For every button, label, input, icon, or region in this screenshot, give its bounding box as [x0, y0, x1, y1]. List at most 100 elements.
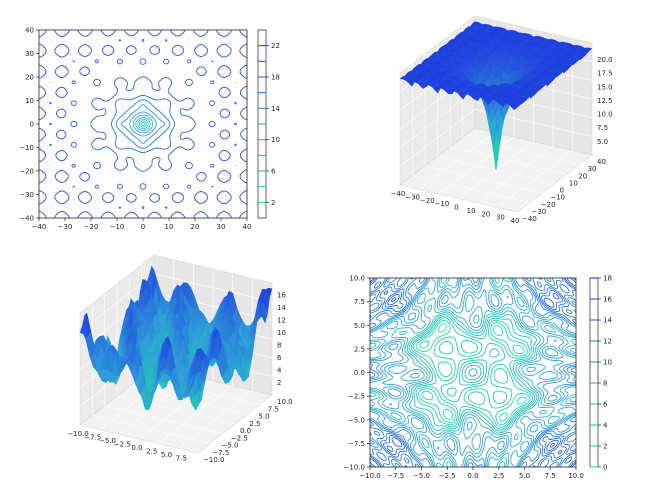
- y-tick-0: 40: [25, 27, 39, 35]
- y-tick-8: −10.0: [344, 464, 370, 472]
- y-tick-0: 10.0: [349, 275, 370, 283]
- colorbar-tick-label: 10: [603, 359, 612, 367]
- colorbar-tick-3: 10: [266, 136, 280, 144]
- contour-level-18: [110, 94, 176, 154]
- y-tick-5: −2.5: [348, 393, 370, 401]
- x-tick-label: 0: [454, 204, 458, 212]
- x-tick-label: −5.0: [413, 472, 430, 480]
- x-tick-label: 40: [511, 217, 520, 225]
- y-tick-label: 0: [560, 187, 564, 195]
- y-tick-label: 40: [25, 27, 34, 35]
- x-tick-7: 7.5: [545, 467, 556, 480]
- x-tick-0: −40: [32, 218, 47, 231]
- y-tick-label: 10: [569, 179, 578, 187]
- contour-chart-bottom-right: −10.0 −7.5 −5.0 −2.5 0.0 2.5 5.0 7.5 10.0 10.0 7.…: [344, 275, 613, 481]
- y-tick-6: −5.0: [348, 416, 370, 424]
- colorbar-tick-6: 6: [598, 401, 608, 409]
- surface-chart-bottom-left: −10.0−7.5−5.0−2.5 0.0 2.5 5.0 7.5 −10.0−7.5−5…: [67, 254, 293, 464]
- y-tick-label: 30: [588, 165, 597, 173]
- x-tick-1: −7.5: [387, 467, 404, 480]
- y-tick-1: 30: [25, 50, 39, 58]
- y-tick-label: −10: [550, 194, 565, 202]
- surface: [399, 21, 593, 171]
- z-tick-label: 5.0: [597, 138, 608, 146]
- x-tick-label: −40: [32, 223, 47, 231]
- z-tick-label: 8: [277, 341, 281, 349]
- x-tick-3: −10: [110, 218, 124, 231]
- y-tick-label: −10.0: [344, 464, 365, 472]
- y-tick-2: 20: [25, 74, 39, 82]
- y-tick-label: −20: [541, 201, 556, 209]
- colorbar-tick-label: 2: [271, 199, 275, 207]
- x-tick-label: −40: [391, 190, 406, 198]
- plot-area: [39, 30, 247, 218]
- colorbar: 18 16 14 12 10 8 6 4 2 0: [589, 275, 612, 472]
- colorbar-tick-label: 14: [271, 105, 280, 113]
- x-tick-label: 5.0: [161, 451, 172, 459]
- colorbar-tick-2: 14: [266, 105, 280, 113]
- x-tick-label: 10.0: [568, 472, 584, 480]
- surface-chart-top-right: −40 −30 −20 −10 0 10 20 30 40 −40−30−20−100102030…: [391, 15, 613, 225]
- x-tick-4: 0.0: [467, 467, 479, 480]
- x-tick-6: 5.0: [519, 467, 530, 480]
- x-tick-5: 2.5: [493, 467, 504, 480]
- x-tick-label: −2.5: [114, 441, 131, 449]
- contour-level-6: [137, 118, 149, 130]
- y-tick-label: −30: [19, 191, 34, 199]
- contour-level-12: [129, 111, 157, 137]
- contour-level-2: [140, 121, 146, 127]
- x-tick-label: 2.5: [146, 448, 157, 456]
- colorbar-tick-label: 6: [603, 401, 608, 409]
- y-tick-label: 10.0: [277, 398, 293, 406]
- x-tick-6: 20: [191, 218, 200, 231]
- surface: [79, 265, 273, 411]
- y-tick-label: 10.0: [349, 275, 365, 283]
- y-tick-label: −7.5: [212, 449, 229, 457]
- x-tick-label: 20: [191, 223, 200, 231]
- x-tick-label: 10: [467, 207, 476, 215]
- x-tick-2: −20: [84, 218, 99, 231]
- x-tick-label: 7.5: [176, 455, 187, 463]
- z-tick-label: 20.0: [597, 56, 613, 64]
- contour-level-16: [369, 277, 577, 468]
- z-tick-label: 16: [277, 291, 286, 299]
- colorbar-tick-label: 8: [603, 380, 607, 388]
- y-tick-5: −10: [19, 144, 39, 152]
- contour-level-15: [369, 277, 577, 468]
- y-tick-label: 40: [597, 158, 606, 166]
- x-tick-label: 7.5: [545, 472, 556, 480]
- x-tick-5: 10: [165, 218, 173, 231]
- colorbar-tick-2: 14: [598, 317, 612, 325]
- z-tick-label: 12: [277, 316, 286, 324]
- x-tick-2: −5.0: [413, 467, 430, 480]
- colorbar-tick-label: 18: [603, 275, 612, 283]
- colorbar: 22 18 14 10 6 2: [257, 29, 280, 219]
- x-tick-label: −10: [435, 200, 450, 208]
- y-tick-label: 0.0: [240, 427, 251, 435]
- y-tick-label: −20: [19, 168, 34, 176]
- y-tick-2: 5.0: [354, 322, 370, 330]
- y-tick-label: 7.5: [268, 405, 279, 413]
- x-tick-label: −7.5: [84, 434, 101, 442]
- x-tick-label: −10.0: [359, 472, 380, 480]
- contour-level-10: [132, 114, 154, 134]
- y-axis-ticks: 40 30 20 10 0 −10 −20 −30 −40: [19, 27, 39, 223]
- colorbar-tick-label: 2: [603, 443, 607, 451]
- contour-lines: [38, 29, 248, 219]
- y-tick-label: −5.0: [222, 442, 239, 450]
- contour-level-8: [369, 277, 577, 468]
- colorbar-tick-4: 6: [266, 168, 276, 176]
- contour-level-10: [369, 277, 577, 468]
- y-tick-label: 5.0: [354, 322, 365, 330]
- y-tick-label: 20: [25, 74, 34, 82]
- colorbar-tick-label: 12: [603, 338, 612, 346]
- colorbar-tick-5: 2: [266, 199, 275, 207]
- y-tick-label: 7.5: [354, 298, 365, 306]
- z-tick-label: 15.0: [597, 83, 613, 91]
- contour-level-14: [369, 277, 577, 468]
- y-tick-4: 0.0: [354, 369, 370, 377]
- x-tick-label: −20: [84, 223, 99, 231]
- y-tick-label: −40: [522, 215, 537, 223]
- x-tick-4: 0: [141, 218, 145, 231]
